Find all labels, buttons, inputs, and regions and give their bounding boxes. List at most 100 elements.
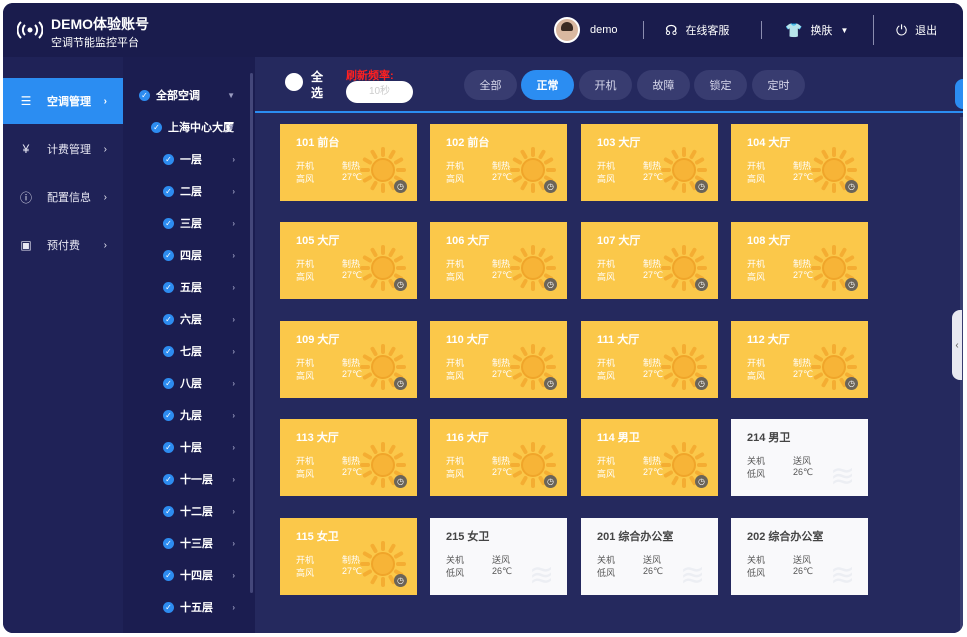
ac-card[interactable]: ◷ 112 大厅 开机 制热 高风 27℃ xyxy=(731,321,868,398)
tree-floor[interactable]: ✓ 八层 › xyxy=(163,372,235,394)
collapse-handle[interactable]: ‹ xyxy=(952,310,962,380)
ac-card[interactable]: ≋ 214 男卫 关机 送风 低风 26℃ xyxy=(731,419,868,496)
check-icon: ✓ xyxy=(163,473,174,485)
tree-floor[interactable]: ✓ 二层 › xyxy=(163,180,235,202)
tree-floor[interactable]: ✓ 五层 › xyxy=(163,276,235,298)
clock-icon: ◷ xyxy=(394,475,407,488)
filter-tab[interactable]: 全部 xyxy=(464,70,517,100)
check-icon: ✓ xyxy=(163,537,174,549)
sidebar: ☰ 空调管理 › ¥ 计费管理 › ⓘ 配置信息 › ▣ 预付费 › xyxy=(3,57,123,633)
select-all-radio[interactable] xyxy=(285,73,303,91)
tree-floor[interactable]: ✓ 四层 › xyxy=(163,244,235,266)
filter-tab[interactable]: 开机 xyxy=(579,70,632,100)
tree-floor[interactable]: ✓ 十层 › xyxy=(163,436,235,458)
tree-floor[interactable]: ✓ 九层 › xyxy=(163,404,235,426)
filter-tab[interactable]: 锁定 xyxy=(694,70,747,100)
skin-label: 换肤 xyxy=(810,25,833,37)
main-panel: 全选 刷新频率: 10秒 全部 正常 开机 故障 锁定 定时 ◷ 101 前台 开机 制热 高风 2… xyxy=(255,57,963,633)
ac-card[interactable]: ◷ 109 大厅 开机 制热 高风 27℃ xyxy=(280,321,417,398)
card-temp: 27℃ xyxy=(643,467,664,477)
tree-floor[interactable]: ✓ 十三层 › xyxy=(163,532,235,554)
chevron-right-icon: › xyxy=(232,602,235,612)
power-icon: ⏻ xyxy=(896,21,908,38)
card-fan: 低风 xyxy=(747,568,766,578)
card-power: 开机 xyxy=(597,161,616,171)
filter-tab[interactable]: 正常 xyxy=(521,70,574,100)
user-menu[interactable]: demo xyxy=(554,3,618,57)
ac-card[interactable]: ◷ 108 大厅 开机 制热 高风 27℃ xyxy=(731,222,868,299)
app-title: DEMO体验账号 xyxy=(51,16,149,32)
card-title: 107 大厅 xyxy=(597,235,641,247)
sun-icon xyxy=(510,245,556,291)
chevron-right-icon: › xyxy=(232,186,235,196)
card-power: 开机 xyxy=(446,358,465,368)
tree-floor[interactable]: ✓ 七层 › xyxy=(163,340,235,362)
tree-floor[interactable]: ✓ 六层 › xyxy=(163,308,235,330)
check-icon: ✓ xyxy=(163,505,174,517)
card-mode: 制热 xyxy=(643,161,662,171)
ac-card[interactable]: ≋ 215 女卫 关机 送风 低风 26℃ xyxy=(430,518,567,595)
card-fan: 高风 xyxy=(597,371,616,381)
ac-card[interactable]: ◷ 103 大厅 开机 制热 高风 27℃ xyxy=(581,124,718,201)
check-icon: ✓ xyxy=(163,185,174,197)
card-title: 112 大厅 xyxy=(747,334,790,346)
ac-card[interactable]: ◷ 113 大厅 开机 制热 高风 27℃ xyxy=(280,419,417,496)
card-mode: 送风 xyxy=(793,456,812,466)
tree-floor[interactable]: ✓ 十四层 › xyxy=(163,564,235,586)
side-tab[interactable] xyxy=(955,79,963,109)
sidebar-item-label: 预付费 xyxy=(47,240,80,252)
filter-tab[interactable]: 故障 xyxy=(637,70,690,100)
sun-icon xyxy=(661,442,707,488)
support-label: 在线客服 xyxy=(685,25,730,37)
header-divider xyxy=(761,21,762,39)
ac-card[interactable]: ◷ 111 大厅 开机 制热 高风 27℃ xyxy=(581,321,718,398)
card-title: 115 女卫 xyxy=(296,531,339,543)
ac-card[interactable]: ≋ 202 综合办公室 关机 送风 低风 26℃ xyxy=(731,518,868,595)
check-icon: ✓ xyxy=(163,153,174,165)
card-fan: 高风 xyxy=(446,371,465,381)
support-button[interactable]: ☊ 在线客服 xyxy=(665,3,729,57)
sidebar-item-billing[interactable]: ¥ 计费管理 › xyxy=(3,126,123,172)
fan-icon: ≋ xyxy=(830,460,856,493)
sidebar-item-ac-management[interactable]: ☰ 空调管理 › xyxy=(3,78,123,124)
sidebar-item-config[interactable]: ⓘ 配置信息 › xyxy=(3,174,123,220)
check-icon: ✓ xyxy=(163,313,174,325)
ac-card[interactable]: ◷ 110 大厅 开机 制热 高风 27℃ xyxy=(430,321,567,398)
check-icon: ✓ xyxy=(163,569,174,581)
ac-card[interactable]: ◷ 107 大厅 开机 制热 高风 27℃ xyxy=(581,222,718,299)
tree-scrollbar[interactable] xyxy=(250,73,253,593)
tree-building[interactable]: ✓ 上海中心大厦 ▼ xyxy=(151,116,235,138)
sidebar-item-prepaid[interactable]: ▣ 预付费 › xyxy=(3,222,123,268)
ac-card[interactable]: ◷ 102 前台 开机 制热 高风 27℃ xyxy=(430,124,567,201)
ac-card[interactable]: ◷ 101 前台 开机 制热 高风 27℃ xyxy=(280,124,417,201)
ac-card[interactable]: ≋ 201 综合办公室 关机 送风 低风 26℃ xyxy=(581,518,718,595)
tree-floor[interactable]: ✓ 十二层 › xyxy=(163,500,235,522)
ac-card[interactable]: ◷ 116 大厅 开机 制热 高风 27℃ xyxy=(430,419,567,496)
check-icon: ✓ xyxy=(151,121,162,133)
skin-button[interactable]: 👕 换肤 ▼ xyxy=(785,3,848,57)
card-power: 开机 xyxy=(446,259,465,269)
card-power: 开机 xyxy=(296,259,315,269)
card-title: 114 男卫 xyxy=(597,432,640,444)
tree-floor-label: 三层 xyxy=(180,218,202,230)
tree-root[interactable]: ✓ 全部空调 ▼ xyxy=(139,84,235,106)
card-power: 开机 xyxy=(296,456,315,466)
ac-card[interactable]: ◷ 104 大厅 开机 制热 高风 27℃ xyxy=(731,124,868,201)
ac-card[interactable]: ◷ 105 大厅 开机 制热 高风 27℃ xyxy=(280,222,417,299)
ac-card[interactable]: ◷ 106 大厅 开机 制热 高风 27℃ xyxy=(430,222,567,299)
refresh-rate-input[interactable]: 10秒 xyxy=(346,81,413,103)
card-title: 106 大厅 xyxy=(446,235,490,247)
logout-button[interactable]: ⏻ 退出 xyxy=(896,3,937,57)
ac-card[interactable]: ◷ 114 男卫 开机 制热 高风 27℃ xyxy=(581,419,718,496)
card-temp: 27℃ xyxy=(342,270,363,280)
clock-icon: ◷ xyxy=(695,278,708,291)
card-title: 113 大厅 xyxy=(296,432,339,444)
tree-floor[interactable]: ✓ 一层 › xyxy=(163,148,235,170)
tree-floor[interactable]: ✓ 十一层 › xyxy=(163,468,235,490)
tree-floor-label: 七层 xyxy=(180,346,202,358)
ac-card[interactable]: ◷ 115 女卫 开机 制热 高风 27℃ xyxy=(280,518,417,595)
clock-icon: ◷ xyxy=(845,377,858,390)
tree-floor[interactable]: ✓ 三层 › xyxy=(163,212,235,234)
filter-tab[interactable]: 定时 xyxy=(752,70,805,100)
tree-floor[interactable]: ✓ 十五层 › xyxy=(163,596,235,618)
